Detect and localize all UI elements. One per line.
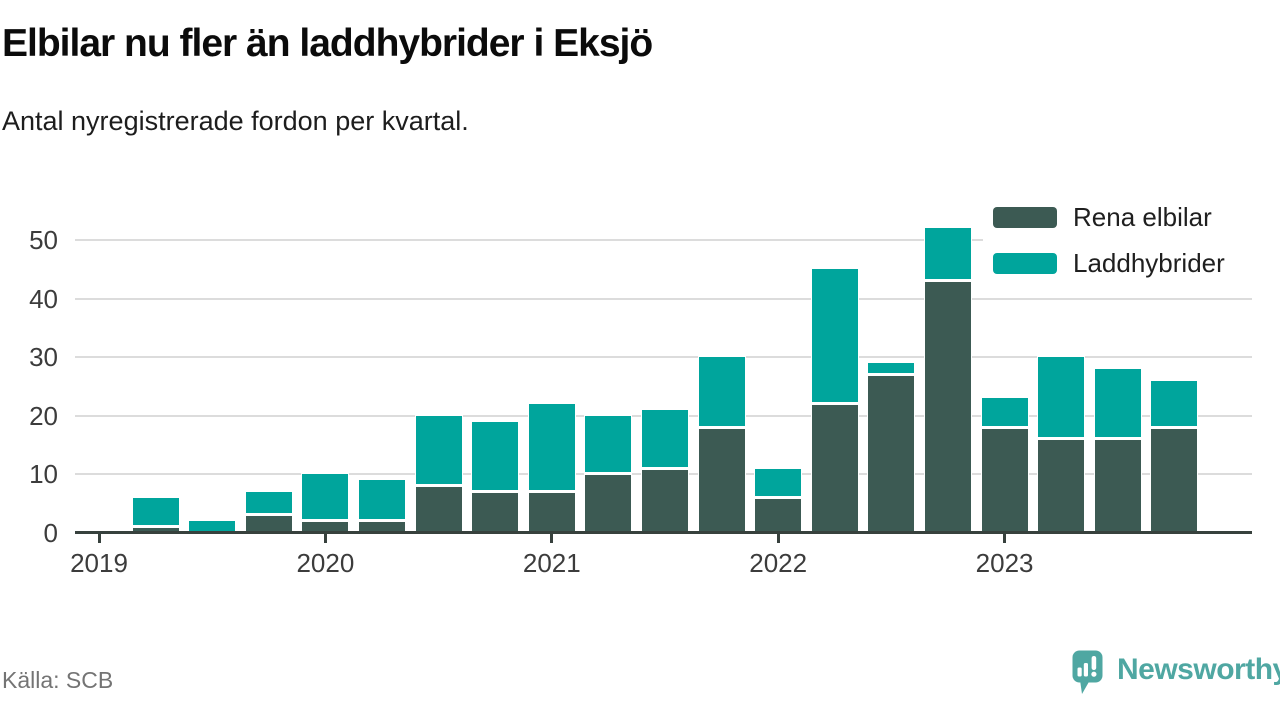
x-tick-label: 2020 [296,548,355,578]
bar-segment-elbilar [302,521,349,533]
x-tick-label: 2021 [522,548,581,578]
x-tick-label: 2023 [975,548,1034,578]
gridline [75,239,1252,241]
bar-segment-elbilar [811,404,858,533]
bar-segment-laddhybrider [811,269,858,405]
legend-label: Rena elbilar [1073,202,1212,232]
bar-segment-elbilar [868,374,915,533]
bar-segment-laddhybrider [415,415,462,487]
legend-item-rena-elbilar: Rena elbilar [993,202,1255,233]
source-label: Källa: SCB [2,667,114,693]
bar-segment-elbilar [755,497,802,533]
x-tick-label: 2019 [70,548,128,578]
bar-segment-laddhybrider [1094,368,1141,440]
legend-swatch [993,207,1057,228]
bar-segment-elbilar [925,281,971,533]
bar-segment-laddhybrider [925,228,971,281]
bar-segment-laddhybrider [359,480,405,522]
bar-segment-laddhybrider [472,421,519,492]
y-axis-label: 40 [29,283,58,314]
gridline [75,297,1252,300]
bar-segment-laddhybrider [528,404,575,492]
newsworthy-wordmark: Newsworthy [1117,653,1280,686]
legend: Rena elbilar Laddhybrider [983,196,1255,285]
legend-label: Laddhybrider [1073,248,1225,278]
newsworthy-icon [1072,650,1103,694]
legend-item-laddhybrider: Laddhybrider [993,248,1255,279]
y-axis-label: 0 [43,518,58,548]
bar-segment-elbilar [981,427,1028,533]
y-axis-label: 10 [29,459,58,490]
bar-segment-elbilar [1094,439,1141,533]
x-tick [776,534,780,543]
bar-segment-elbilar [245,515,292,533]
bar-segment-elbilar [1038,439,1085,533]
x-tick [1003,534,1007,543]
bar-segment-elbilar [132,527,179,533]
x-tick [97,534,101,543]
bar-segment-elbilar [698,427,745,533]
bar-segment-laddhybrider [642,409,688,469]
x-tick-label: 2022 [749,548,808,578]
bar-segment-elbilar [359,521,405,533]
bar-segment-laddhybrider [189,521,236,533]
bar-segment-elbilar [415,486,462,533]
bar-segment-laddhybrider [245,491,292,516]
gridline [75,356,1252,359]
y-axis-label: 30 [29,342,58,373]
y-axis-label: 50 [29,225,58,255]
bar-segment-laddhybrider [585,415,632,475]
newsworthy-logo: Newsworthy [1072,650,1280,695]
page-title: Elbilar nu fler än laddhybrider i Eksjö [2,22,653,65]
bar-segment-elbilar [528,491,575,533]
bar-segment-elbilar [585,474,632,533]
bar-segment-laddhybrider [1151,380,1198,428]
bar-segment-laddhybrider [132,497,179,528]
bar-segment-laddhybrider [981,398,1028,428]
bar-segment-laddhybrider [302,474,349,522]
legend-swatch [993,253,1057,274]
bar-segment-elbilar [642,468,688,533]
x-tick [323,534,327,543]
bar-segment-laddhybrider [1038,357,1085,440]
bar-segment-elbilar [1151,427,1198,533]
bar-segment-laddhybrider [698,357,745,428]
bar-segment-laddhybrider [755,468,802,498]
x-tick [550,534,554,543]
bar-segment-elbilar [472,491,519,533]
bar-segment-laddhybrider [868,363,915,375]
x-axis-line [75,531,1252,534]
page-subtitle: Antal nyregistrerade fordon per kvartal. [2,106,469,136]
y-axis-label: 20 [29,400,58,431]
